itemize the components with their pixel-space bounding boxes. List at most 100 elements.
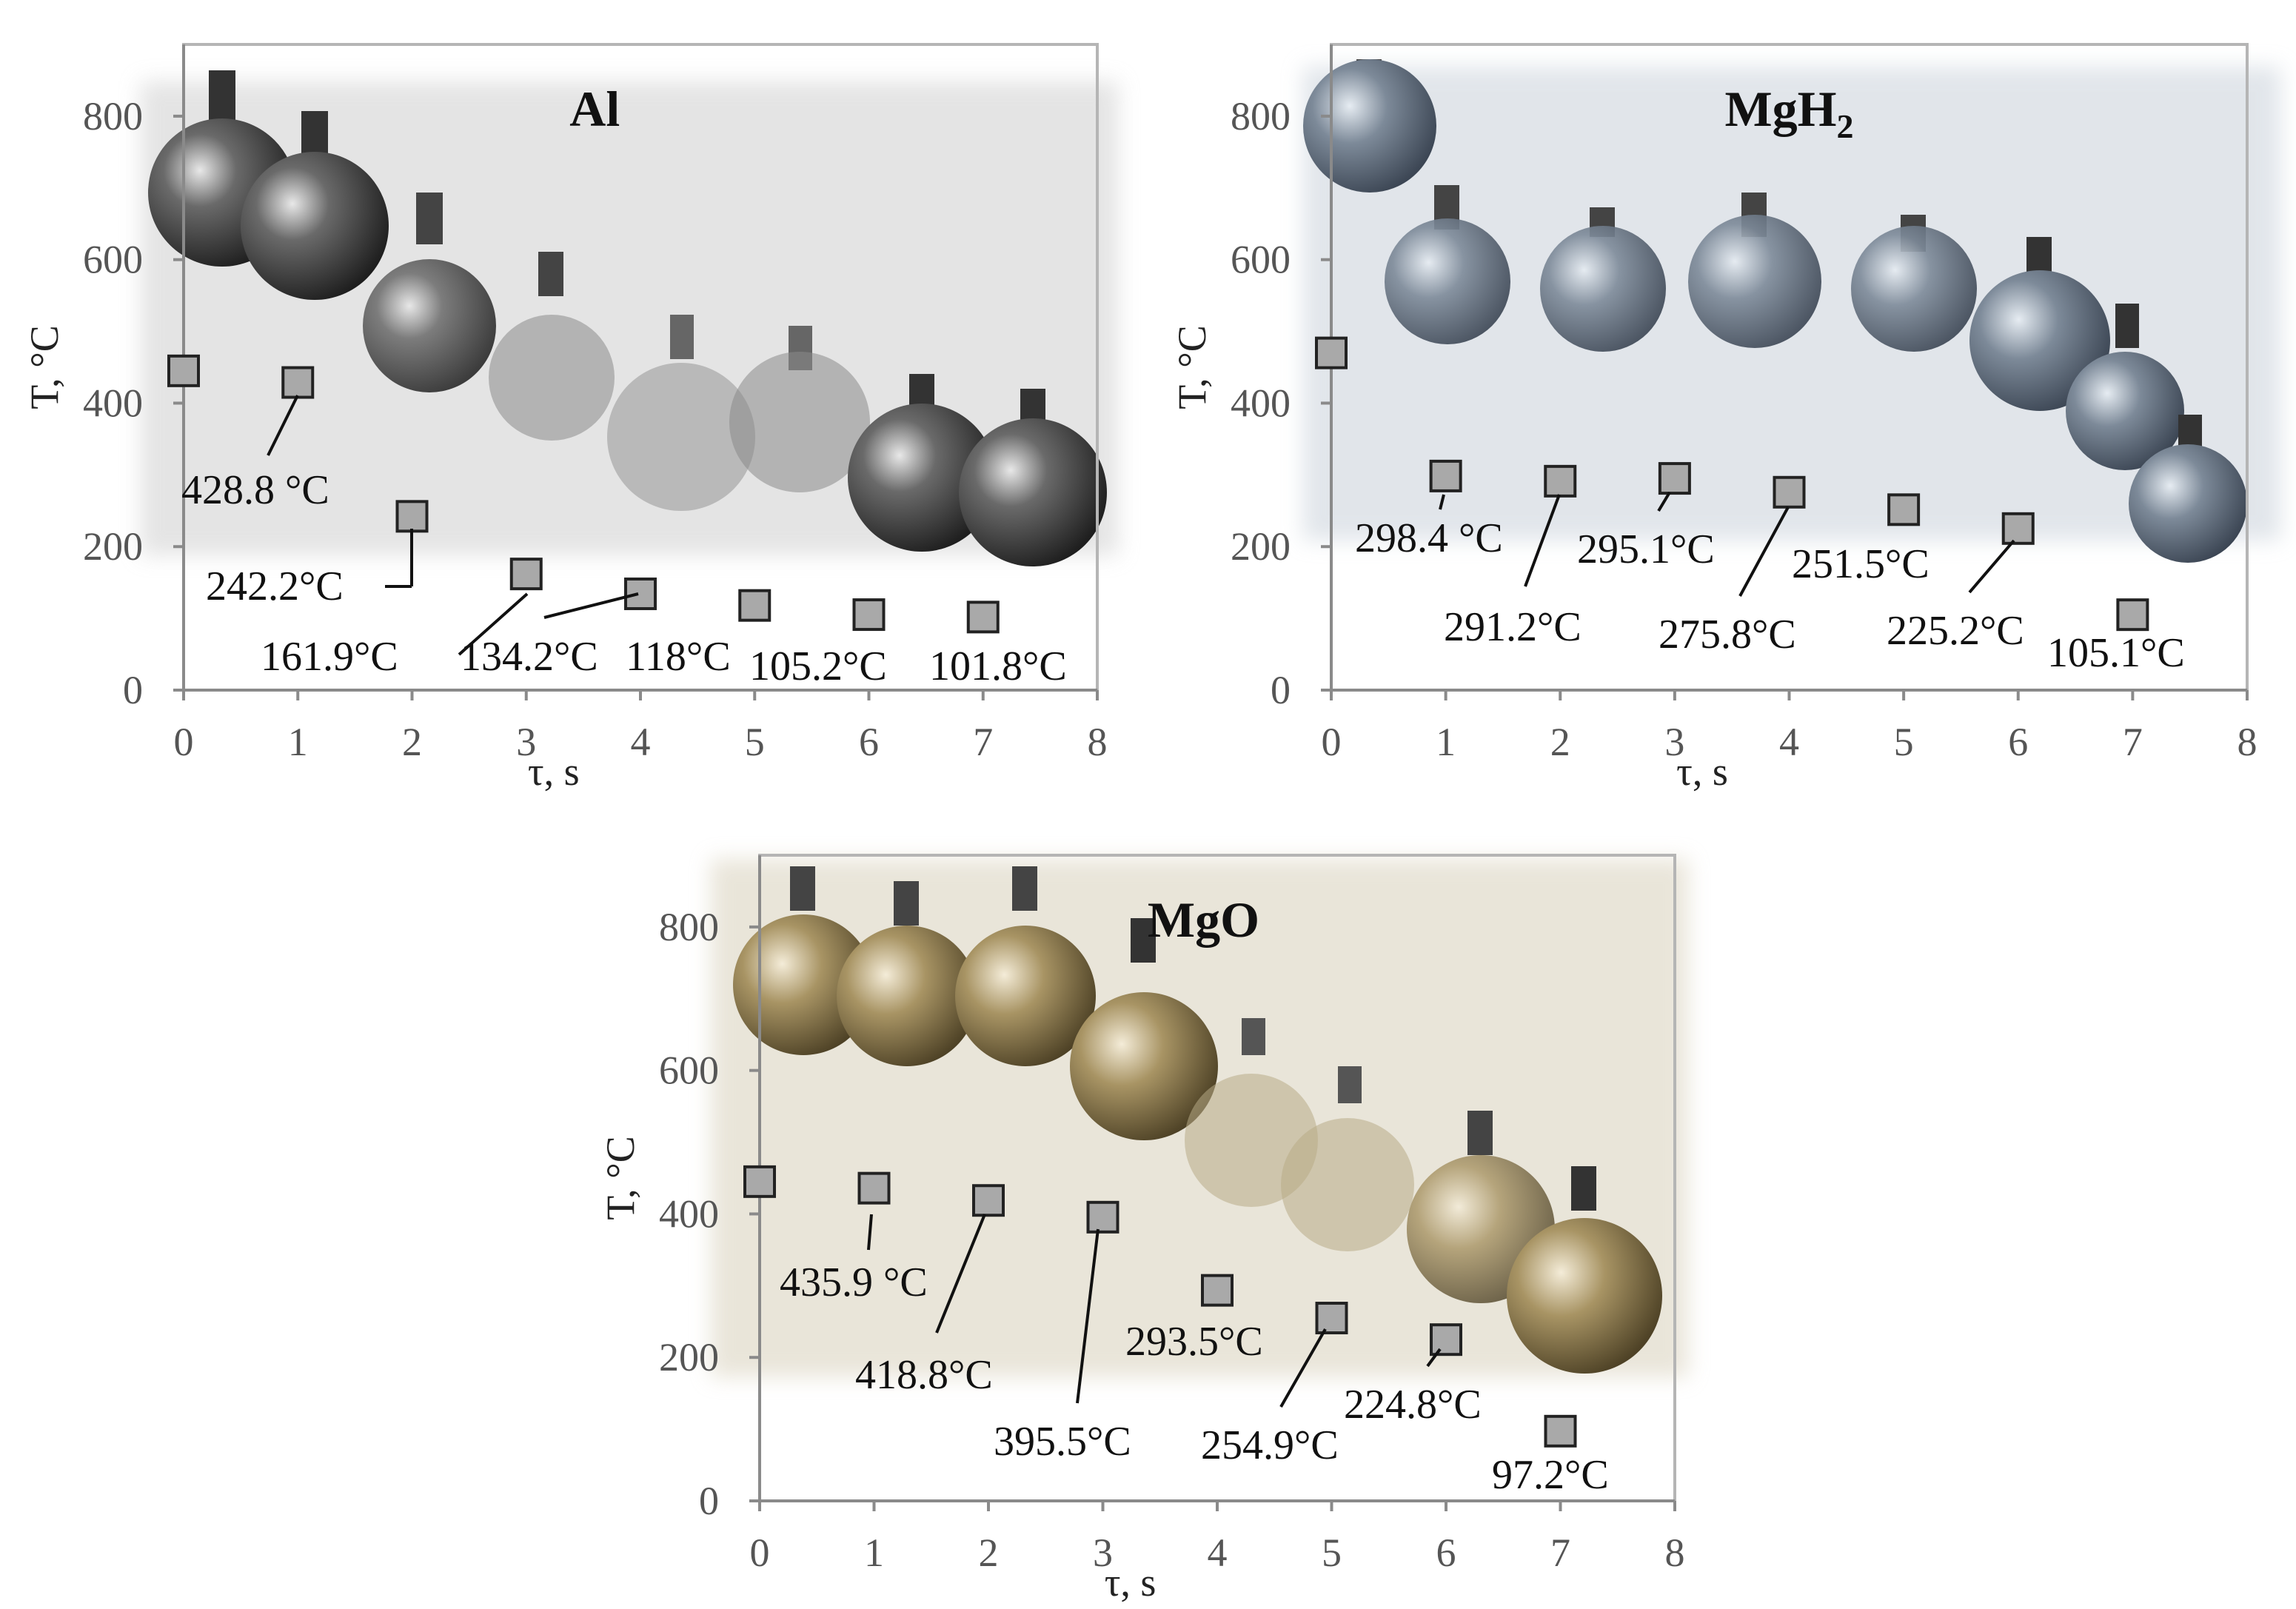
y-axis-label: T, °C — [598, 1136, 643, 1220]
x-tick-label: 2 — [979, 1531, 999, 1575]
label-leader-line — [458, 592, 529, 656]
sphere — [848, 404, 996, 552]
x-tick-label: 8 — [2238, 720, 2257, 764]
x-axis-label: τ, s — [1105, 1560, 1157, 1605]
data-point — [1544, 464, 1577, 498]
data-point — [1429, 459, 1462, 492]
sphere-holder — [1242, 1018, 1265, 1055]
label-leader-line — [1968, 539, 2015, 594]
sphere-holder — [538, 252, 563, 296]
sphere-holder — [1012, 866, 1037, 911]
chart-title: MgH2 — [1724, 81, 1853, 145]
x-tick-label: 4 — [631, 720, 651, 764]
y-tick-label: 800 — [659, 905, 719, 949]
data-label: 161.9°C — [261, 634, 398, 680]
chart-panel-mgo: 0 1 2 3 4 5 6 7 8 0 200 400 600 800 τ, s T, °C MgO 435.9 … — [598, 854, 1688, 1605]
x-tick-label: 6 — [1436, 1531, 1456, 1575]
x-tick-label: 1 — [288, 720, 308, 764]
data-label: 134.2°C — [461, 634, 598, 680]
chart-panel-al: 0 1 2 3 4 5 6 7 8 0 200 400 600 800 τ, s T, °C Al 428.8 °… — [22, 43, 1118, 794]
y-tick-label: 0 — [1271, 668, 1291, 712]
sphere-photo — [607, 315, 755, 511]
sphere-photo — [241, 111, 389, 300]
data-point — [857, 1171, 891, 1205]
sphere — [1070, 992, 1218, 1140]
data-point — [1430, 1323, 1462, 1357]
y-tick-label: 200 — [83, 524, 143, 569]
sphere-photo — [959, 389, 1107, 566]
sphere — [1688, 215, 1821, 348]
sphere-photo — [363, 193, 496, 392]
label-leader-line — [867, 1214, 873, 1251]
sphere — [733, 914, 874, 1055]
data-point — [1658, 462, 1691, 495]
data-label: 224.8°C — [1344, 1382, 1482, 1428]
data-point — [852, 598, 886, 632]
data-label: 97.2°C — [1492, 1452, 1609, 1498]
data-point — [1887, 493, 1921, 526]
sphere-photo — [837, 881, 977, 1066]
sphere — [1851, 226, 1977, 352]
x-tick-label: 3 — [516, 720, 536, 764]
data-point — [2116, 598, 2149, 632]
x-tick-label: 2 — [402, 720, 422, 764]
label-leader-line — [1738, 506, 1790, 597]
sphere — [955, 926, 1096, 1066]
sphere-holder — [2115, 304, 2139, 348]
photo-strip-al — [141, 70, 1118, 566]
sphere-photo — [489, 252, 615, 441]
data-label: 105.1°C — [2047, 630, 2185, 676]
data-label: 105.2°C — [749, 643, 887, 689]
sphere-holder — [1338, 1066, 1362, 1103]
sphere-photo — [1385, 185, 1510, 344]
sphere — [1385, 218, 1510, 344]
data-label: 225.2°C — [1887, 608, 2024, 654]
data-point — [167, 354, 200, 387]
sphere-photo — [1851, 215, 1977, 352]
sphere-photo — [848, 374, 996, 552]
data-label: 293.5°C — [1125, 1319, 1263, 1365]
label-leader-line — [1439, 494, 1445, 510]
sphere — [607, 363, 755, 511]
data-label: 435.9 °C — [780, 1260, 928, 1305]
sphere-holder — [670, 315, 694, 359]
sphere-photo — [729, 326, 870, 492]
sphere — [729, 352, 870, 492]
data-label: 295.1°C — [1577, 526, 1715, 572]
sphere-photo — [1303, 59, 1436, 193]
label-leader-line — [1426, 1348, 1442, 1368]
data-point — [743, 1165, 776, 1198]
sphere-photo — [1507, 1166, 1662, 1374]
x-tick-label: 1 — [1436, 720, 1456, 764]
label-leader-line — [1076, 1228, 1100, 1404]
sphere-holder — [1131, 918, 1156, 963]
data-point — [972, 1184, 1005, 1217]
label-leader-line — [543, 592, 639, 619]
x-tick-label: 5 — [1894, 720, 1914, 764]
data-point — [1201, 1274, 1234, 1307]
x-tick-label: 4 — [1208, 1531, 1228, 1575]
x-tick-label: 6 — [859, 720, 879, 764]
data-point — [395, 500, 429, 533]
sphere — [1540, 226, 1666, 352]
sphere — [837, 926, 977, 1066]
label-leader-line — [1657, 491, 1671, 512]
sphere — [1281, 1118, 1414, 1251]
sphere-photo — [1540, 207, 1666, 352]
x-tick-label: 3 — [1664, 720, 1684, 764]
data-point — [1544, 1414, 1577, 1448]
x-axis-label: τ, s — [1676, 749, 1728, 794]
data-label: 251.5°C — [1792, 541, 1929, 587]
chart-title: MgO — [1148, 892, 1259, 948]
data-point — [966, 601, 1000, 634]
x-tick-label: 3 — [1093, 1531, 1113, 1575]
y-axis-label: T, °C — [1170, 325, 1214, 409]
y-tick-label: 400 — [659, 1191, 719, 1236]
data-point — [624, 577, 657, 610]
data-point — [281, 366, 315, 399]
x-tick-label: 0 — [1322, 720, 1342, 764]
sphere-holder — [416, 193, 443, 244]
y-tick-label: 800 — [1231, 94, 1291, 138]
x-tick-label: 8 — [1665, 1531, 1685, 1575]
photo-strip-mgo — [711, 859, 1688, 1377]
